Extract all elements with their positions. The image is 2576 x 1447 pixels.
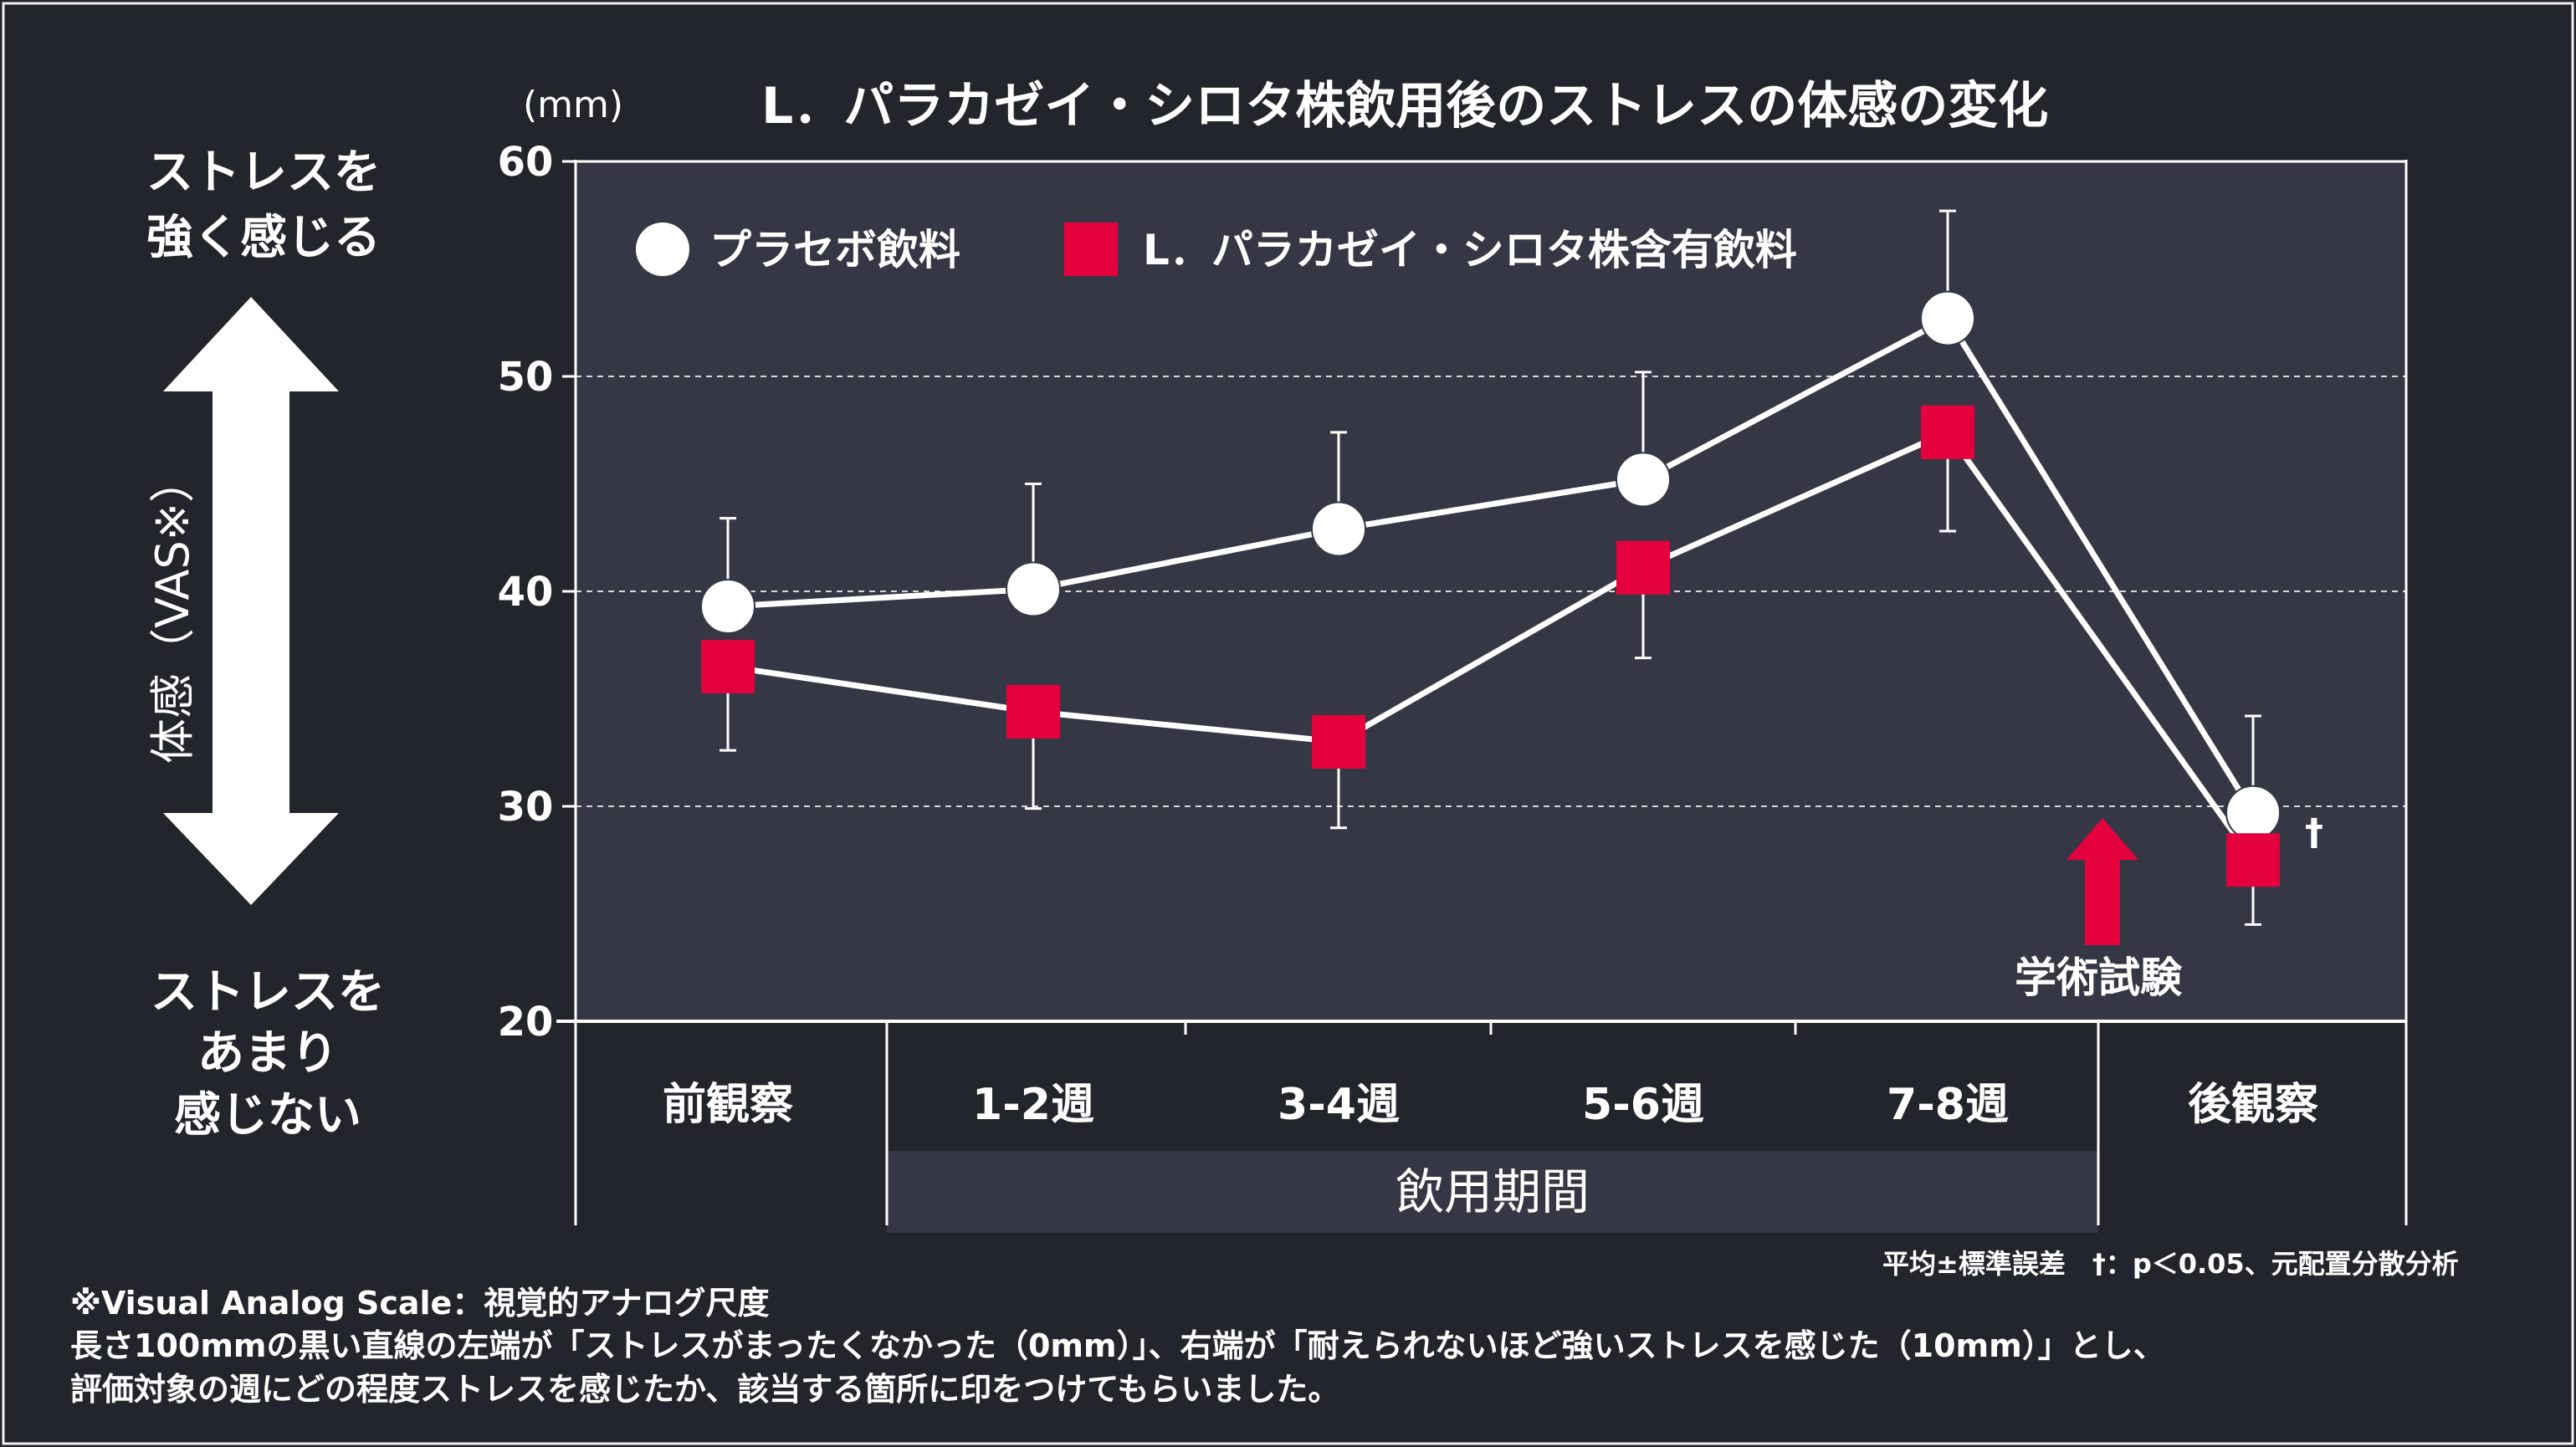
point-s0-2: [1311, 501, 1366, 557]
x-tick-label-4: 7-8週: [1887, 1080, 2009, 1130]
point-s0-1: [1006, 561, 1061, 617]
up-arrow-icon: [2066, 818, 2138, 945]
y-top-label-line-2: 強く感じる: [146, 211, 381, 265]
stats-note: 平均±標準誤差 †：p＜0.05、元配置分散分析: [1882, 1248, 2459, 1280]
significance-mark: †: [2305, 811, 2323, 854]
point-s1-5: [2226, 833, 2280, 887]
legend-marker-placebo: [636, 222, 689, 276]
y-tick-label-20: 20: [498, 999, 554, 1046]
point-s0-5: [2225, 785, 2281, 841]
y-tick-label-60: 60: [498, 139, 554, 186]
point-s1-3: [1616, 540, 1670, 595]
point-s0-4: [1920, 290, 1975, 346]
series-lines: [727, 315, 2256, 862]
chart-title: L．パラカゼイ・シロタ株飲用後のストレスの体感の変化: [761, 77, 2048, 135]
y-bottom-label-line-3: 感じない: [174, 1088, 361, 1143]
series-line-0: [727, 315, 2256, 815]
y-tick-label-30: 30: [498, 784, 554, 831]
x-tick-label-0: 前観察: [663, 1080, 793, 1130]
y-bottom-label-line-1: ストレスを: [151, 965, 385, 1020]
arrow-label: 学術試験: [2015, 954, 2183, 1002]
y-tick-labels: 20 30 40 50 60: [498, 139, 554, 1046]
x-tick-label-3: 5-6週: [1582, 1080, 1704, 1130]
footnote-line-1: ※Visual Analog Scale：視覚的アナログ尺度: [70, 1285, 770, 1322]
footnote-line-2: 長さ100mmの黒い直線の左端が「ストレスがまったくなかった（0mm）」、右端が…: [70, 1327, 2165, 1364]
legend-label-shirota: L．パラカゼイ・シロタ株含有飲料: [1143, 226, 1797, 274]
x-tick-labels: 前観察 1-2週 3-4週 5-6週 7-8週 後観察: [663, 1080, 2318, 1130]
y-axis-label: 体感（VAS※）: [146, 458, 199, 764]
gridlines: [576, 376, 2406, 807]
legend-marker-shirota: [1064, 222, 1118, 276]
point-s1-2: [1312, 714, 1365, 769]
point-s1-1: [1006, 684, 1060, 739]
footnote-line-3: 評価対象の週にどの程度ストレスを感じたか、該当する箇所に印をつけてもらいました。: [70, 1371, 1340, 1408]
axes: [556, 160, 2408, 1225]
period-label: 飲用期間: [1396, 1163, 1590, 1220]
point-s1-4: [1921, 405, 1974, 459]
point-s1-0: [701, 639, 755, 693]
x-tick-label-5: 後観察: [2188, 1080, 2318, 1130]
double-arrow-icon: [163, 297, 339, 905]
y-top-label-line-1: ストレスを: [146, 146, 381, 200]
series-markers: [700, 290, 2281, 887]
x-tick-label-1: 1-2週: [972, 1080, 1094, 1130]
series-line-1: [727, 429, 2256, 862]
point-s0-3: [1616, 452, 1671, 508]
legend-label-placebo: プラセボ飲料: [709, 226, 960, 274]
x-tick-label-2: 3-4週: [1278, 1080, 1400, 1130]
point-s0-0: [700, 578, 755, 634]
y-tick-label-50: 50: [498, 354, 554, 401]
y-tick-label-40: 40: [498, 569, 554, 616]
y-bottom-label-line-2: あまり: [197, 1026, 338, 1081]
unit-label: (mm): [523, 84, 623, 126]
legend: プラセボ飲料 L．パラカゼイ・シロタ株含有飲料: [636, 222, 1797, 276]
period-band: [887, 1151, 2098, 1233]
